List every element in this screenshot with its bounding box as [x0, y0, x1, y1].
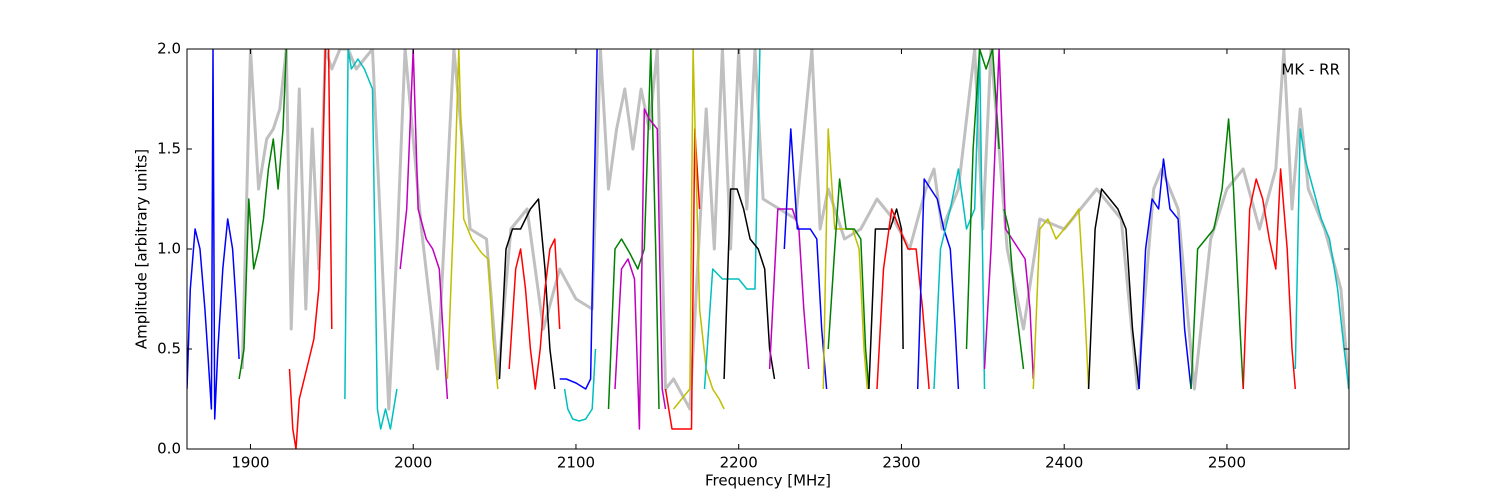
series-line	[916, 178, 960, 390]
x-tick-label: 2100	[557, 454, 595, 472]
series-line	[508, 238, 561, 390]
plot-area	[187, 49, 1349, 449]
series-line	[498, 198, 556, 390]
axes-frame	[186, 48, 1350, 450]
series-line	[607, 49, 660, 410]
series-line	[827, 178, 870, 390]
y-axis-label: Amplitude [arbitrary units]	[133, 149, 151, 349]
y-tick-label: 2.0	[157, 40, 181, 58]
x-tick-label: 2200	[720, 454, 758, 472]
series-line	[240, 49, 1349, 411]
y-tick-label: 0.5	[157, 340, 181, 358]
x-tick-label: 2000	[394, 454, 432, 472]
series-line	[563, 348, 597, 422]
series-line	[1138, 158, 1192, 390]
x-axis-label: Frequency [MHz]	[705, 472, 831, 490]
series-line	[399, 49, 449, 400]
series-line	[723, 188, 776, 380]
series-line	[933, 49, 986, 390]
y-tick-label: 0.0	[157, 440, 181, 458]
series-line	[1003, 208, 1025, 370]
series-line	[822, 128, 869, 390]
series-line	[1087, 188, 1140, 390]
x-tick-label: 2300	[882, 454, 920, 472]
series-line	[1190, 118, 1244, 390]
series-line	[703, 49, 761, 390]
x-tick-label: 2400	[1045, 454, 1083, 472]
series-line	[238, 49, 288, 380]
series-line	[768, 208, 810, 370]
series-line	[965, 49, 1000, 350]
series-line	[1032, 208, 1090, 390]
x-tick-label: 1900	[231, 454, 269, 472]
series-line	[673, 49, 725, 410]
series-line	[868, 208, 904, 390]
series-line	[783, 128, 828, 390]
x-tick-label: 2500	[1208, 454, 1246, 472]
series-line	[876, 208, 930, 390]
series-line	[344, 49, 398, 430]
annotation: MK - RR	[1281, 61, 1340, 79]
series-line	[446, 49, 499, 390]
series-line	[1242, 168, 1297, 390]
y-tick-label: 1.0	[157, 240, 181, 258]
series-line	[559, 49, 598, 390]
series-line	[288, 49, 333, 449]
series-line	[187, 49, 240, 420]
series-line	[1294, 128, 1349, 390]
series-line	[614, 108, 667, 430]
series-line	[983, 49, 1035, 380]
y-tick-label: 1.5	[157, 140, 181, 158]
